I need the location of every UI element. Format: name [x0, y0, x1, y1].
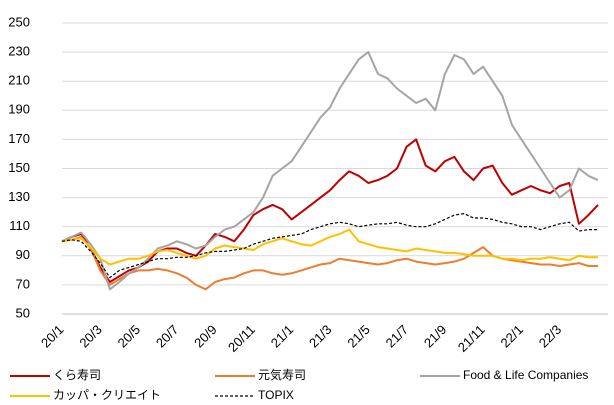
x-tick-label: 22/3 [536, 322, 565, 351]
y-tick-label: 190 [8, 102, 30, 117]
y-tick-label: 170 [8, 131, 30, 146]
series-line [61, 213, 598, 279]
y-tick-label: 70 [16, 276, 30, 291]
legend-label: カッパ・クリエイト [53, 388, 161, 402]
series-line [61, 228, 598, 266]
y-tick-label: 130 [8, 189, 30, 204]
y-tick-label: 110 [9, 218, 30, 233]
x-tick-label: 20/9 [191, 322, 220, 351]
y-tick-label: 210 [8, 73, 30, 88]
x-tick-label: 22/1 [497, 322, 526, 351]
x-tick-label: 21/9 [421, 322, 450, 351]
legend-label: 元気寿司 [258, 367, 306, 382]
x-tick-label: 21/3 [306, 322, 335, 351]
x-tick-label: 20/11 [225, 322, 258, 355]
series-line [61, 138, 599, 283]
y-tick-label: 50 [16, 305, 30, 320]
legend-label: Food & Life Companies [463, 368, 588, 382]
y-tick-label: 230 [8, 44, 30, 59]
x-tick-label: 20/7 [153, 322, 182, 351]
y-tick-label: 250 [8, 14, 30, 29]
legend-label: くら寿司 [53, 368, 101, 382]
x-tick-label: 21/7 [383, 322, 412, 351]
x-tick-label: 20/1 [38, 322, 67, 351]
legend-label: TOPIX [258, 388, 294, 402]
y-tick-label: 90 [16, 247, 30, 262]
x-tick-label: 20/3 [76, 322, 105, 351]
series-line [61, 51, 599, 291]
x-tick-label: 20/5 [115, 322, 144, 351]
y-tick-label: 150 [8, 160, 30, 175]
x-tick-label: 21/11 [455, 322, 488, 355]
x-tick-label: 21/5 [344, 322, 373, 351]
x-tick-label: 21/1 [268, 322, 297, 351]
